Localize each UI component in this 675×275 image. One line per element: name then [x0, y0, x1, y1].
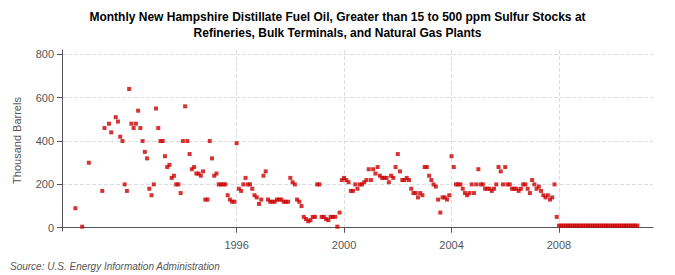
svg-text:1996: 1996	[224, 239, 248, 251]
svg-text:2004: 2004	[439, 239, 463, 251]
svg-text:2000: 2000	[332, 239, 356, 251]
svg-text:800: 800	[36, 48, 54, 60]
svg-text:0: 0	[48, 222, 54, 234]
svg-text:Monthly New Hampshire Distilla: Monthly New Hampshire Distillate Fuel Oi…	[89, 10, 585, 24]
svg-text:Refineries, Bulk Terminals, an: Refineries, Bulk Terminals, and Natural …	[194, 26, 482, 40]
svg-text:Source: U.S. Energy Informatio: Source: U.S. Energy Information Administ…	[10, 261, 220, 272]
svg-text:400: 400	[36, 135, 54, 147]
svg-text:Thousand Barrels: Thousand Barrels	[11, 97, 23, 184]
svg-text:200: 200	[36, 178, 54, 190]
svg-text:600: 600	[36, 92, 54, 104]
svg-text:2008: 2008	[547, 239, 571, 251]
